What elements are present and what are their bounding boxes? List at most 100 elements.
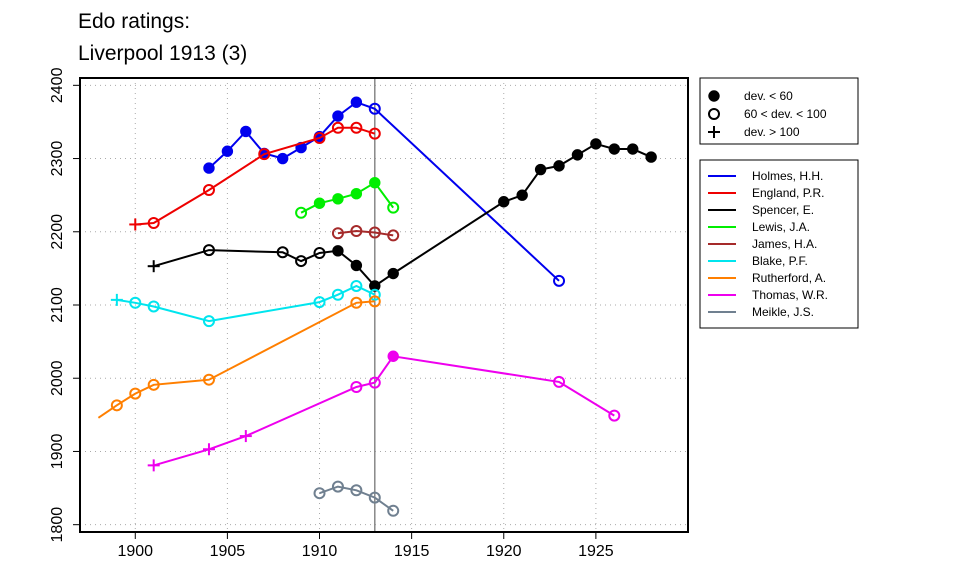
series-james-h-a xyxy=(331,225,400,242)
point-marker xyxy=(368,376,381,389)
point-marker xyxy=(332,110,344,122)
marker-legend-item: dev. < 60 xyxy=(708,89,793,103)
series-line xyxy=(208,101,560,282)
series-legend-label: Spencer, E. xyxy=(752,203,814,217)
point-marker xyxy=(147,459,160,472)
point-marker xyxy=(147,216,160,229)
point-marker xyxy=(332,193,344,205)
point-marker xyxy=(313,487,326,500)
point-marker xyxy=(534,163,547,176)
series-legend-item: Lewis, J.A. xyxy=(708,220,810,234)
point-marker xyxy=(516,189,528,201)
point-marker xyxy=(369,177,381,189)
series-blake-p-f xyxy=(110,279,381,328)
marker-legend-item: dev. > 100 xyxy=(708,125,800,139)
x-tick-label: 1905 xyxy=(210,543,246,560)
point-marker xyxy=(368,127,381,140)
series-legend-item: England, P.R. xyxy=(708,186,825,200)
point-marker xyxy=(553,274,566,287)
y-tick-label: 2100 xyxy=(49,287,66,323)
series-thomas-w-r xyxy=(147,350,621,472)
point-marker xyxy=(368,288,381,301)
series-line xyxy=(116,284,376,323)
y-tick-label: 1800 xyxy=(49,507,66,543)
series-line xyxy=(319,485,394,512)
point-marker xyxy=(350,296,363,309)
point-marker xyxy=(313,247,326,260)
point-marker xyxy=(368,226,381,239)
series-spencer-e xyxy=(147,138,657,292)
point-marker xyxy=(627,143,639,155)
series-legend-item: Thomas, W.R. xyxy=(708,288,828,302)
series-legend-item: Meikle, J.S. xyxy=(708,305,814,319)
series-holmes-h-h xyxy=(203,96,566,287)
series-line xyxy=(300,181,395,214)
point-marker xyxy=(553,160,565,172)
point-marker xyxy=(202,244,215,257)
point-marker xyxy=(590,138,602,150)
point-marker xyxy=(387,201,400,214)
y-axis: 1800 1900 2000 2100 2200 2300 2400 xyxy=(49,67,80,542)
point-marker xyxy=(369,280,381,292)
series-legend-label: England, P.R. xyxy=(752,186,825,200)
x-tick-label: 1915 xyxy=(394,543,430,560)
point-marker xyxy=(708,90,720,102)
point-marker xyxy=(147,300,160,313)
series-legend-item: Holmes, H.H. xyxy=(708,169,823,183)
chart-title-line: Liverpool 1913 (3) xyxy=(78,42,247,65)
chart-title: Edo ratings: Liverpool 1913 (3) xyxy=(78,10,247,65)
point-marker xyxy=(350,381,363,394)
series-line xyxy=(337,229,394,237)
point-marker xyxy=(331,288,344,301)
y-tick-label: 2000 xyxy=(49,360,66,396)
point-marker xyxy=(129,387,142,400)
point-marker xyxy=(498,196,510,208)
point-marker xyxy=(276,246,289,259)
series-legend-item: Rutherford, A. xyxy=(708,271,826,285)
x-tick-label: 1900 xyxy=(117,543,153,560)
marker-legend-label: dev. < 60 xyxy=(744,89,793,103)
point-marker xyxy=(313,197,326,209)
point-marker xyxy=(129,218,142,231)
point-marker xyxy=(387,267,399,280)
point-marker xyxy=(203,162,215,174)
series-legend-label: Lewis, J.A. xyxy=(752,220,810,234)
point-marker xyxy=(240,125,252,138)
series-line xyxy=(135,126,376,226)
point-marker xyxy=(350,121,363,134)
chart-title-line: Edo ratings: xyxy=(78,10,190,33)
x-axis: 1900 1905 1910 1915 1920 1925 xyxy=(117,531,614,560)
series-legend-item: James, H.A. xyxy=(708,237,817,251)
y-tick-label: 1900 xyxy=(49,434,66,470)
point-marker xyxy=(368,102,381,115)
point-marker xyxy=(147,378,160,391)
x-tick-label: 1920 xyxy=(486,543,522,560)
point-marker xyxy=(147,260,160,273)
point-marker xyxy=(350,279,363,292)
series-lewis-j-a xyxy=(295,177,400,219)
point-marker xyxy=(202,373,215,386)
point-marker xyxy=(313,132,326,145)
marker-legend: dev. < 60 60 < dev. < 100 dev. > 100 xyxy=(699,77,859,145)
y-tick-label: 2200 xyxy=(49,214,66,250)
point-marker xyxy=(331,121,344,134)
point-marker xyxy=(295,206,308,219)
point-marker xyxy=(295,255,308,268)
point-marker xyxy=(332,245,344,257)
point-marker xyxy=(202,443,215,456)
point-marker xyxy=(708,108,720,120)
point-marker xyxy=(350,96,363,108)
point-marker xyxy=(368,491,381,504)
point-marker xyxy=(368,295,381,308)
series-rutherford-a xyxy=(97,295,381,419)
point-marker xyxy=(202,184,215,197)
series-line xyxy=(97,300,375,419)
point-marker xyxy=(331,480,344,493)
point-marker xyxy=(350,225,363,238)
series-legend-item: Blake, P.F. xyxy=(708,254,808,268)
point-marker xyxy=(350,484,363,497)
series-legend-label: Blake, P.F. xyxy=(752,254,808,268)
point-marker xyxy=(313,296,326,309)
y-tick-label: 2400 xyxy=(49,67,66,103)
series-legend-label: Rutherford, A. xyxy=(752,271,826,285)
